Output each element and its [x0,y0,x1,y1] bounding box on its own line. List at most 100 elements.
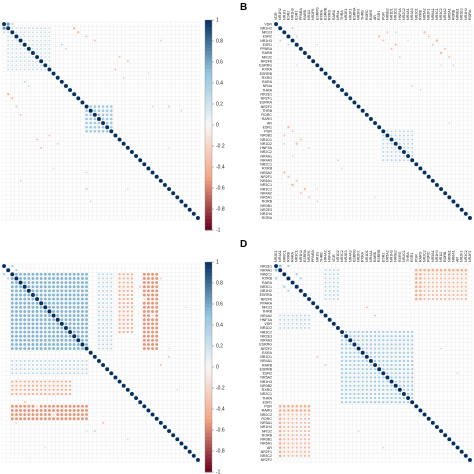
correlation-circle [402,142,406,145]
correlation-circle [56,289,60,293]
correlation-circle [60,359,63,363]
correlation-circle [373,388,377,392]
correlation-circle [406,392,410,396]
correlation-circle [97,281,101,284]
correlation-circle [101,330,105,334]
correlation-circle [72,322,76,326]
diagonal-circle [39,59,44,64]
correlation-circle [394,138,397,141]
column-label: NR1H4 [464,8,468,20]
correlation-circle [390,376,393,379]
correlation-circle [40,359,43,363]
correlation-circle [365,388,369,392]
correlation-circle [14,330,18,334]
diagonal-circle [30,50,35,55]
correlation-circle [76,413,80,417]
row-label: RXRA [262,68,273,72]
correlation-circle [303,318,307,321]
correlation-circle [47,342,51,346]
correlation-circle [72,289,76,293]
colorbar-tick-label: -0.4 [216,407,225,413]
colorbar-segment [205,451,212,455]
correlation-circle [460,297,463,301]
correlation-circle [340,384,344,387]
correlation-circle [419,277,422,280]
colorbar-segment [205,395,212,399]
correlation-circle [303,405,307,408]
correlation-circle [31,297,35,301]
diagonal-circle [331,79,336,84]
correlation-circle [97,109,101,113]
correlation-circle [382,351,385,354]
correlation-circle [72,342,76,346]
column-label: NR0B2 [394,250,398,262]
colorbar-segment [205,104,212,108]
correlation-circle [85,305,89,309]
column-label: NR3C2 [439,8,443,20]
row-label: THRB [262,310,272,314]
correlation-circle [85,417,89,421]
correlation-circle [155,309,159,313]
correlation-circle [23,51,26,54]
correlation-circle [72,318,76,322]
correlation-circle [44,43,47,46]
correlation-circle [31,413,35,417]
diagonal-circle [68,88,73,93]
correlation-circle [402,347,406,350]
correlation-circle [369,347,373,350]
row-label: NR1I3 [262,31,272,35]
correlation-circle [118,289,121,293]
correlation-circle [336,273,340,276]
correlation-circle [48,380,51,383]
correlation-circle [89,200,92,203]
colorbar-tick-label: -0.8 [216,449,225,455]
correlation-circle [390,351,393,354]
correlation-circle [402,330,406,334]
correlation-circle [427,273,430,276]
row-label: NR4A1 [260,268,272,272]
correlation-circle [19,413,23,417]
correlation-circle [340,372,344,375]
correlation-circle [68,384,72,387]
correlation-circle [7,47,10,50]
correlation-circle [146,342,150,346]
correlation-circle [406,400,410,404]
correlation-circle [23,322,27,326]
correlation-circle [110,326,113,330]
colorbar-segment [205,27,212,31]
correlation-circle [101,281,105,284]
correlation-circle [155,285,159,289]
correlation-circle [291,446,294,449]
correlation-circle [402,363,406,367]
colorbar-tick-label: -1 [216,228,221,234]
correlation-circle [390,334,393,338]
correlation-circle [40,39,43,42]
correlation-circle [146,322,150,326]
correlation-circle [382,384,385,387]
correlation-circle [402,380,406,383]
correlation-circle [47,285,51,289]
correlation-circle [353,380,356,383]
correlation-circle [39,289,43,293]
correlation-circle [14,338,18,342]
correlation-circle [299,454,302,457]
correlation-circle [126,273,130,276]
correlation-circle [39,276,43,280]
correlation-circle [56,272,60,276]
correlation-circle [303,326,307,330]
correlation-circle [142,318,146,322]
correlation-circle [35,276,39,280]
column-label: AR [373,15,377,20]
correlation-circle [279,326,282,330]
correlation-circle [398,396,402,400]
correlation-circle [291,429,294,433]
correlation-circle [402,359,406,363]
correlation-circle [97,293,101,297]
correlation-circle [106,326,109,330]
correlation-circle [80,330,84,334]
correlation-circle [278,446,282,449]
row-label: NR6A1 [260,179,272,183]
correlation-circle [126,285,130,288]
colorbar-segment [205,423,212,427]
correlation-circle [390,396,393,400]
